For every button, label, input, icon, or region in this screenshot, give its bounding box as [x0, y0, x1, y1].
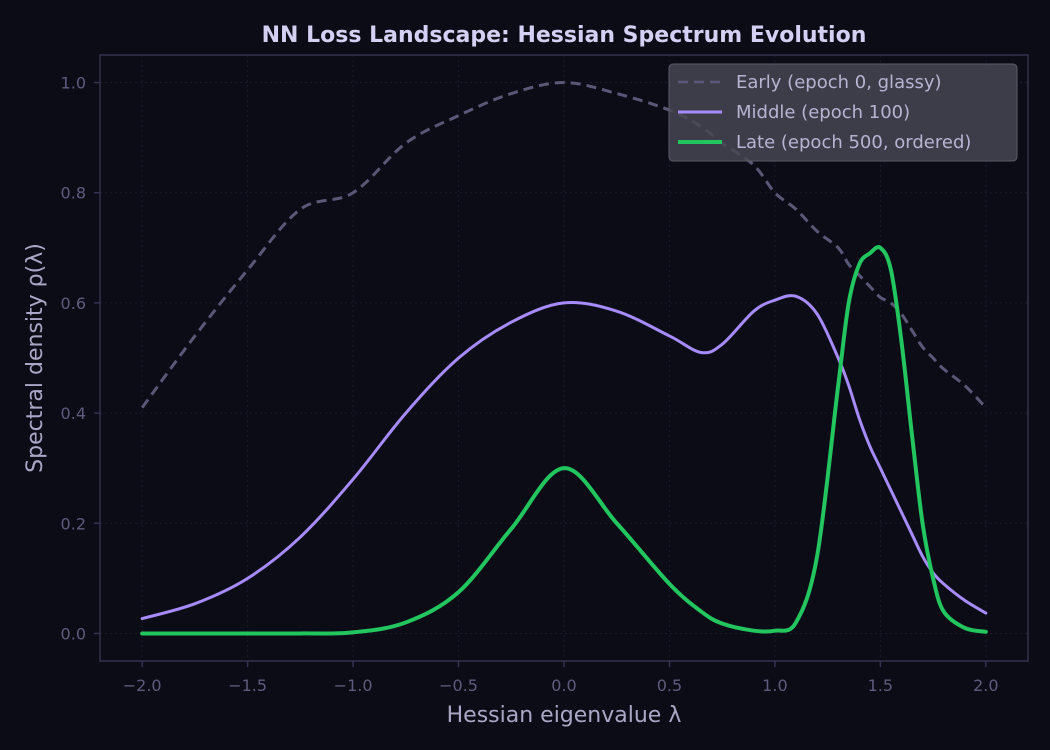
legend-box	[668, 63, 1018, 162]
x-axis: −2.0 −1.5 −1.0 −0.5 0.0 0.5 1.0 1.5 2.0	[123, 661, 999, 695]
x-tick-label: 0.0	[551, 676, 576, 695]
y-tick-label: 0.4	[61, 404, 86, 423]
y-axis: 0.0 0.2 0.4 0.6 0.8 1.0	[61, 74, 100, 643]
series-line-late	[140, 245, 988, 636]
legend-label-middle: Middle (epoch 100)	[736, 102, 910, 123]
legend-label-early: Early (epoch 0, glassy)	[736, 72, 942, 93]
x-tick-label: 1.0	[762, 676, 787, 695]
x-tick-label: −0.5	[439, 676, 478, 695]
y-tick-label: 0.0	[61, 624, 86, 643]
y-axis-label: Spectral density ρ(λ)	[23, 243, 48, 473]
x-tick-label: −1.5	[228, 676, 267, 695]
series-line-middle	[140, 294, 988, 621]
chart-title: NN Loss Landscape: Hessian Spectrum Evol…	[262, 23, 867, 48]
x-tick-label: −1.0	[334, 676, 373, 695]
y-tick-label: 0.2	[61, 514, 86, 533]
y-tick-label: 0.6	[61, 294, 86, 313]
y-tick-label: 0.8	[61, 184, 86, 203]
legend-label-late: Late (epoch 500, ordered)	[736, 132, 971, 153]
x-tick-label: −2.0	[123, 676, 162, 695]
x-tick-label: 1.5	[868, 676, 893, 695]
series-layer	[140, 81, 988, 636]
legend: Early (epoch 0, glassy) Middle (epoch 10…	[668, 63, 1018, 162]
x-tick-label: 2.0	[973, 676, 998, 695]
x-axis-label: Hessian eigenvalue λ	[447, 703, 682, 728]
x-tick-label: 0.5	[657, 676, 682, 695]
series-line-early	[140, 81, 987, 409]
y-tick-label: 1.0	[61, 74, 86, 93]
